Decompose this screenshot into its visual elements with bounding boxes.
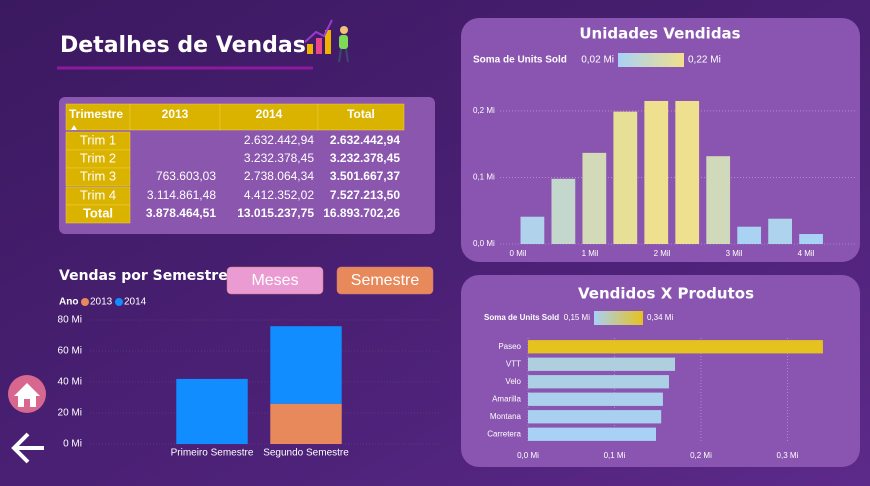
legend-swatch (81, 298, 89, 306)
page-title: Detalhes de Vendas (60, 33, 306, 58)
table-header-cell (219, 103, 319, 131)
y-tick-label: 0 Mi (63, 439, 82, 450)
sort-indicator (71, 125, 77, 130)
table-cell: 2.632.442,94 (330, 133, 400, 147)
y-tick-label: 60 Mi (58, 346, 82, 357)
chart-title: Vendidos X Produtos (578, 285, 754, 303)
y-tick-label: Carretera (487, 429, 521, 438)
row-header: Trim 2 (80, 150, 116, 165)
table-header: 2013 (162, 107, 189, 121)
x-tick-label: Segundo Semestre (263, 448, 349, 459)
x-tick-label: 0 Mil (510, 249, 527, 258)
legend-title: Soma de Units Sold (473, 55, 567, 66)
table-cell: 13.015.237,75 (237, 206, 314, 220)
bar (528, 340, 823, 354)
y-tick-label: 0,1 Mi (473, 173, 495, 182)
table-header: Total (347, 107, 375, 121)
legend-min-label: 0,15 Mi (564, 313, 590, 322)
back-button[interactable] (11, 432, 44, 464)
table-cell: 3.232.378,45 (330, 151, 400, 165)
table-header: Trimestre (69, 107, 123, 121)
legend-swatch (115, 298, 123, 306)
bar-segment (270, 403, 342, 444)
bar (528, 427, 656, 441)
toggle-button-label[interactable]: Semestre (351, 272, 420, 289)
x-tick-label: 0,1 Mi (604, 451, 626, 460)
y-tick-label: 20 Mi (58, 408, 82, 419)
y-tick-label: Amarilla (492, 394, 521, 403)
x-tick-label: 0,3 Mi (777, 451, 799, 460)
toggle-button[interactable] (226, 266, 324, 295)
x-tick-label: Primeiro Semestre (171, 448, 254, 459)
row-header-cell (65, 167, 131, 187)
row-header-cell (65, 204, 131, 224)
y-tick-label: 0,2 Mi (473, 106, 495, 115)
table-header-cell (317, 103, 405, 131)
row-header: Trim 1 (80, 132, 116, 147)
bar-segment (176, 378, 248, 444)
table-cell: 3.878.464,51 (146, 206, 216, 220)
legend-min-label: 0,02 Mi (581, 55, 614, 66)
row-header: Total (83, 205, 113, 220)
bar (528, 392, 663, 406)
row-header: Trim 4 (80, 187, 116, 202)
bar (644, 100, 669, 244)
legend-title: Ano (59, 297, 78, 308)
bar (706, 156, 731, 244)
table-cell: 763.603,03 (156, 169, 216, 183)
home-button[interactable] (8, 375, 46, 413)
table-cell: 2.632.442,94 (244, 133, 314, 147)
y-tick-label: 40 Mi (58, 377, 82, 388)
bar (528, 410, 662, 424)
y-tick-label: Montana (490, 412, 522, 421)
x-tick-label: 0,2 Mi (690, 451, 712, 460)
row-header: Trim 3 (80, 168, 116, 183)
x-tick-label: 2 Mil (654, 249, 671, 258)
bar (737, 226, 762, 244)
chart-icon (304, 19, 349, 63)
y-tick-label: Paseo (498, 342, 521, 351)
table-cell: 7.527.213,50 (330, 188, 400, 202)
table-header-cell (65, 103, 131, 131)
legend-gradient (618, 53, 684, 67)
x-tick-label: 0,0 Mi (517, 451, 539, 460)
table-cell: 2.738.064,34 (244, 169, 314, 183)
chart-title: Vendas por Semestre (59, 268, 228, 284)
legend-label: 2013 (90, 297, 113, 308)
toggle-button[interactable] (336, 266, 434, 295)
legend-max-label: 0,22 Mi (688, 55, 721, 66)
y-tick-label: 0,0 Mi (473, 239, 495, 248)
bar-segment (270, 326, 342, 404)
bar (799, 234, 823, 244)
legend-gradient (594, 311, 643, 325)
bar (528, 375, 669, 389)
bar (520, 216, 545, 244)
table-cell: 4.412.352,02 (244, 188, 314, 202)
y-tick-label: VTT (506, 359, 521, 368)
table-cell: 3.501.667,37 (330, 169, 400, 183)
legend-label: 2014 (124, 297, 147, 308)
table-cell: 3.114.861,48 (147, 188, 217, 202)
bar (675, 100, 700, 244)
bar (768, 218, 792, 244)
table-header: 2014 (256, 107, 283, 121)
bar (582, 152, 607, 244)
bar (528, 357, 676, 371)
legend-max-label: 0,34 Mi (647, 313, 673, 322)
chart-title: Unidades Vendidas (579, 25, 740, 43)
legend-title: Soma de Units Sold (484, 313, 559, 322)
table-cell: 3.232.378,45 (244, 151, 314, 165)
bar (551, 178, 576, 244)
y-tick-label: Velo (505, 377, 521, 386)
bar (613, 111, 638, 245)
x-tick-label: 1 Mil (582, 249, 599, 258)
x-tick-label: 4 Mil (798, 249, 815, 258)
toggle-button-label[interactable]: Meses (251, 272, 298, 289)
y-tick-label: 80 Mi (58, 315, 82, 326)
table-panel (59, 97, 435, 234)
x-tick-label: 3 Mil (726, 249, 743, 258)
table-cell: 16.893.702,26 (323, 206, 400, 220)
